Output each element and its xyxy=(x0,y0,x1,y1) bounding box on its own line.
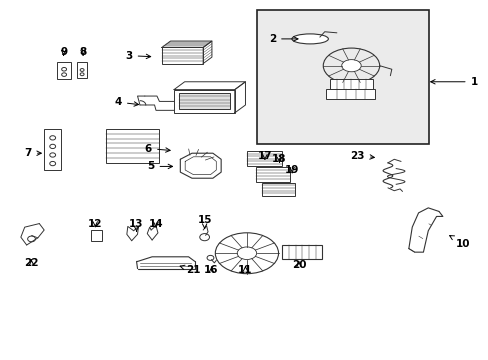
Text: 19: 19 xyxy=(285,165,299,175)
Text: 3: 3 xyxy=(125,51,150,61)
Text: 14: 14 xyxy=(148,219,163,229)
Ellipse shape xyxy=(341,60,361,72)
Ellipse shape xyxy=(237,247,256,260)
Circle shape xyxy=(61,67,66,71)
Circle shape xyxy=(28,236,35,242)
Circle shape xyxy=(50,161,56,166)
Text: 1: 1 xyxy=(430,77,477,87)
Bar xyxy=(77,63,87,78)
Circle shape xyxy=(80,68,84,71)
Circle shape xyxy=(50,144,56,149)
Text: 12: 12 xyxy=(88,219,102,229)
Text: 7: 7 xyxy=(24,148,41,158)
Bar xyxy=(179,93,229,109)
Text: 8: 8 xyxy=(79,47,86,57)
Text: 9: 9 xyxy=(60,47,67,57)
Text: 6: 6 xyxy=(144,144,170,154)
Text: 22: 22 xyxy=(24,258,39,268)
Circle shape xyxy=(61,73,66,76)
Bar xyxy=(246,152,282,166)
Text: 4: 4 xyxy=(114,97,138,107)
Text: 17: 17 xyxy=(257,151,272,161)
Text: 5: 5 xyxy=(147,161,172,171)
Bar xyxy=(44,129,61,170)
Bar xyxy=(256,10,428,144)
Text: 10: 10 xyxy=(448,235,469,249)
Bar xyxy=(255,167,289,182)
Text: 16: 16 xyxy=(204,265,218,275)
Bar xyxy=(91,230,102,242)
Bar xyxy=(162,48,203,64)
Bar xyxy=(174,90,234,113)
Bar xyxy=(282,245,322,259)
Circle shape xyxy=(200,234,209,241)
Bar xyxy=(57,62,71,79)
Circle shape xyxy=(50,153,56,157)
Text: 2: 2 xyxy=(268,34,297,44)
Bar xyxy=(261,183,294,196)
Text: 11: 11 xyxy=(238,265,252,275)
Text: 18: 18 xyxy=(272,154,286,164)
Circle shape xyxy=(80,73,84,76)
Text: 15: 15 xyxy=(197,215,211,228)
Bar xyxy=(106,129,159,163)
Text: 13: 13 xyxy=(129,219,143,231)
Ellipse shape xyxy=(291,34,328,44)
Circle shape xyxy=(206,255,213,260)
Circle shape xyxy=(50,136,56,140)
Bar xyxy=(329,79,372,89)
Text: 23: 23 xyxy=(350,151,374,161)
Text: 20: 20 xyxy=(291,260,305,270)
Bar xyxy=(325,89,374,99)
Text: 21: 21 xyxy=(180,265,200,275)
